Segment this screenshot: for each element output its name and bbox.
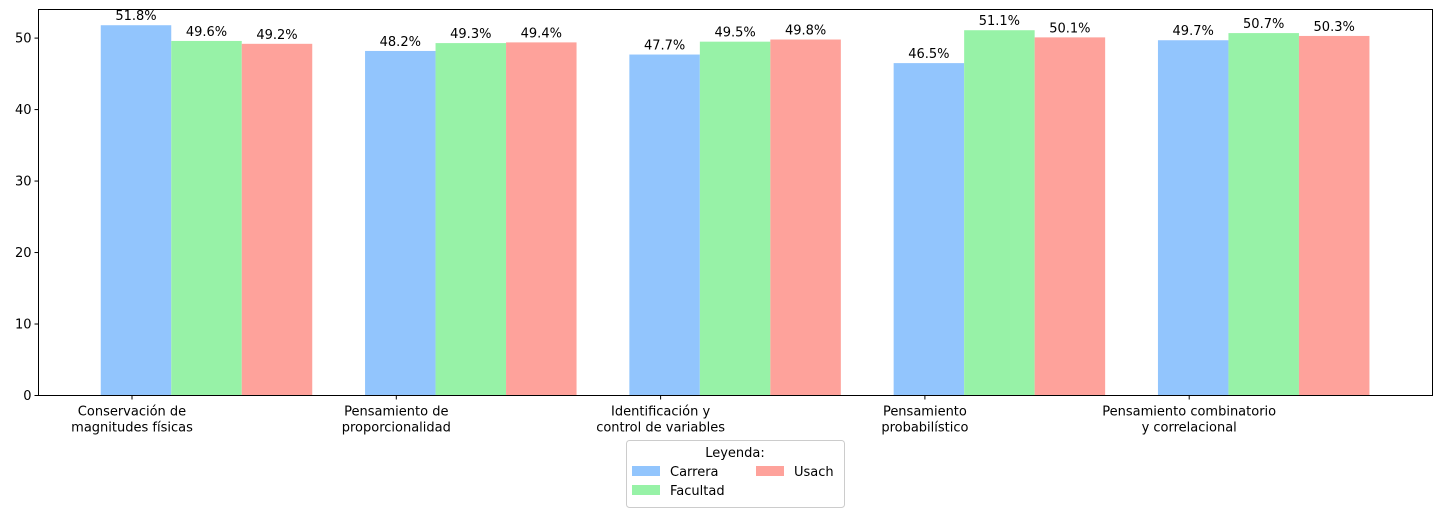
bar-usach-3 <box>1034 37 1106 396</box>
y-tick-label-30: 30 <box>15 175 32 190</box>
y-axis: 0 10 20 30 40 50 <box>15 32 39 404</box>
data-label-facultad-2: 49.5% <box>714 26 755 41</box>
bar-carrera-0 <box>100 25 172 396</box>
bar-carrera-1 <box>365 50 436 396</box>
data-label-facultad-4: 50.7% <box>1243 17 1284 32</box>
legend-label-facultad: Facultad <box>670 484 725 499</box>
x-tick-label-2: Identificación y control de variables <box>596 405 725 436</box>
plot-frame <box>38 9 1433 396</box>
legend-swatch-carrera <box>632 466 660 476</box>
data-label-carrera-0: 51.8% <box>115 9 156 24</box>
data-label-carrera-1: 48.2% <box>380 35 421 50</box>
bar-facultad-0 <box>171 40 242 396</box>
y-tick-label-10: 10 <box>15 318 32 333</box>
data-labels-layer: 51.8% 48.2% 47.7% 46.5% 49.7% 49.6% 49.3% 49.5%… <box>115 9 1355 62</box>
bar-facultad-1 <box>435 43 507 396</box>
data-label-facultad-0: 49.6% <box>186 25 227 40</box>
bar-carrera-3 <box>893 63 965 396</box>
bars-layer <box>100 25 1370 396</box>
legend-box <box>626 440 845 508</box>
y-tick-label-50: 50 <box>15 32 32 47</box>
bar-facultad-3 <box>964 30 1035 396</box>
data-label-carrera-3: 46.5% <box>908 47 949 62</box>
bar-facultad-2 <box>699 41 771 396</box>
bar-facultad-4 <box>1228 33 1299 396</box>
x-tick-label-4: Pensamiento combinatorio y correlacional <box>1102 405 1276 436</box>
x-axis: Conservación de magnitudes físicas Pensami… <box>71 395 1276 436</box>
bar-usach-1 <box>506 42 577 396</box>
data-label-carrera-4: 49.7% <box>1173 24 1214 39</box>
bar-carrera-2 <box>629 54 700 396</box>
data-label-facultad-3: 51.1% <box>979 14 1020 29</box>
y-tick-label-20: 20 <box>15 246 32 261</box>
legend-label-carrera: Carrera <box>670 465 719 480</box>
x-tick-label-3: Pensamiento probabilístico <box>881 405 968 436</box>
x-tick-label-0: Conservación de magnitudes físicas <box>71 405 193 436</box>
data-label-usach-1: 49.4% <box>521 26 562 41</box>
data-label-usach-3: 50.1% <box>1049 21 1090 36</box>
data-label-usach-4: 50.3% <box>1314 20 1355 35</box>
bar-usach-2 <box>770 39 841 396</box>
legend-label-usach: Usach <box>794 465 834 480</box>
data-label-carrera-2: 47.7% <box>644 39 685 54</box>
y-tick-label-40: 40 <box>15 103 32 118</box>
data-label-facultad-1: 49.3% <box>450 27 491 42</box>
y-tick-label-0: 0 <box>23 389 31 404</box>
legend-title: Leyenda: <box>705 446 765 461</box>
x-tick-label-1: Pensamiento de proporcionalidad <box>342 405 451 436</box>
bar-usach-0 <box>241 43 313 396</box>
legend: Leyenda: Carrera Facultad Usach <box>626 440 845 508</box>
legend-swatch-usach <box>756 466 784 476</box>
data-label-usach-2: 49.8% <box>785 24 826 39</box>
legend-swatch-facultad <box>632 485 660 495</box>
bar-carrera-4 <box>1157 40 1229 396</box>
data-label-usach-0: 49.2% <box>256 28 297 43</box>
bar-usach-4 <box>1298 35 1370 396</box>
